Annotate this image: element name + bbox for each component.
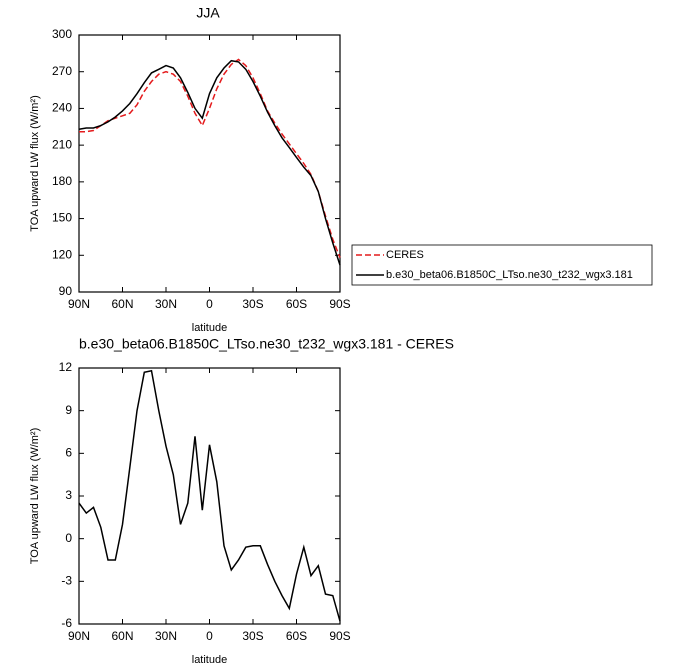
x-tick-label: 0	[206, 297, 213, 311]
y-tick-label: 90	[59, 284, 73, 298]
legend-label: CERES	[386, 249, 424, 261]
x-tick-label: 30N	[155, 297, 177, 311]
x-axis-label: latitude	[192, 654, 227, 666]
y-tick-label: 9	[65, 403, 72, 417]
y-tick-label: 0	[65, 531, 72, 545]
chart-title: JJA	[196, 5, 220, 21]
chart-title: b.e30_beta06.B1850C_LTso.ne30_t232_wgx3.…	[79, 336, 454, 352]
x-tick-label: 60S	[286, 629, 307, 643]
x-tick-label: 30S	[242, 297, 263, 311]
x-tick-label: 90S	[329, 629, 350, 643]
x-tick-label: 0	[206, 629, 213, 643]
data-line	[78, 369, 341, 622]
x-axis-label: latitude	[192, 322, 227, 334]
y-tick-label: -3	[61, 574, 72, 588]
x-tick-label: 30S	[242, 629, 263, 643]
y-axis-label: TOA upward LW flux (W/m²)	[29, 428, 41, 565]
y-tick-label: 240	[52, 101, 72, 115]
x-tick-label: 90N	[68, 297, 90, 311]
y-tick-label: 3	[65, 488, 72, 502]
y-tick-label: 300	[52, 27, 72, 41]
data-line	[79, 58, 341, 258]
data-line	[78, 59, 341, 266]
y-tick-label: 150	[52, 211, 72, 225]
y-tick-label: 12	[59, 360, 73, 374]
x-tick-label: 60S	[286, 297, 307, 311]
y-tick-label: 120	[52, 247, 72, 261]
y-tick-label: 180	[52, 174, 72, 188]
legend-box	[351, 244, 653, 286]
legend-label: b.e30_beta06.B1850C_LTso.ne30_t232_wgx3.…	[386, 269, 633, 281]
x-tick-label: 90S	[329, 297, 350, 311]
y-tick-label: 6	[65, 446, 72, 460]
y-axis-label: TOA upward LW flux (W/m²)	[29, 95, 41, 232]
x-tick-label: 90N	[68, 629, 90, 643]
x-tick-label: 30N	[155, 629, 177, 643]
y-tick-label: -6	[61, 616, 72, 630]
plot-frame	[78, 367, 341, 625]
x-tick-label: 60N	[111, 629, 133, 643]
y-tick-label: 210	[52, 137, 72, 151]
x-tick-label: 60N	[111, 297, 133, 311]
y-tick-label: 270	[52, 64, 72, 78]
